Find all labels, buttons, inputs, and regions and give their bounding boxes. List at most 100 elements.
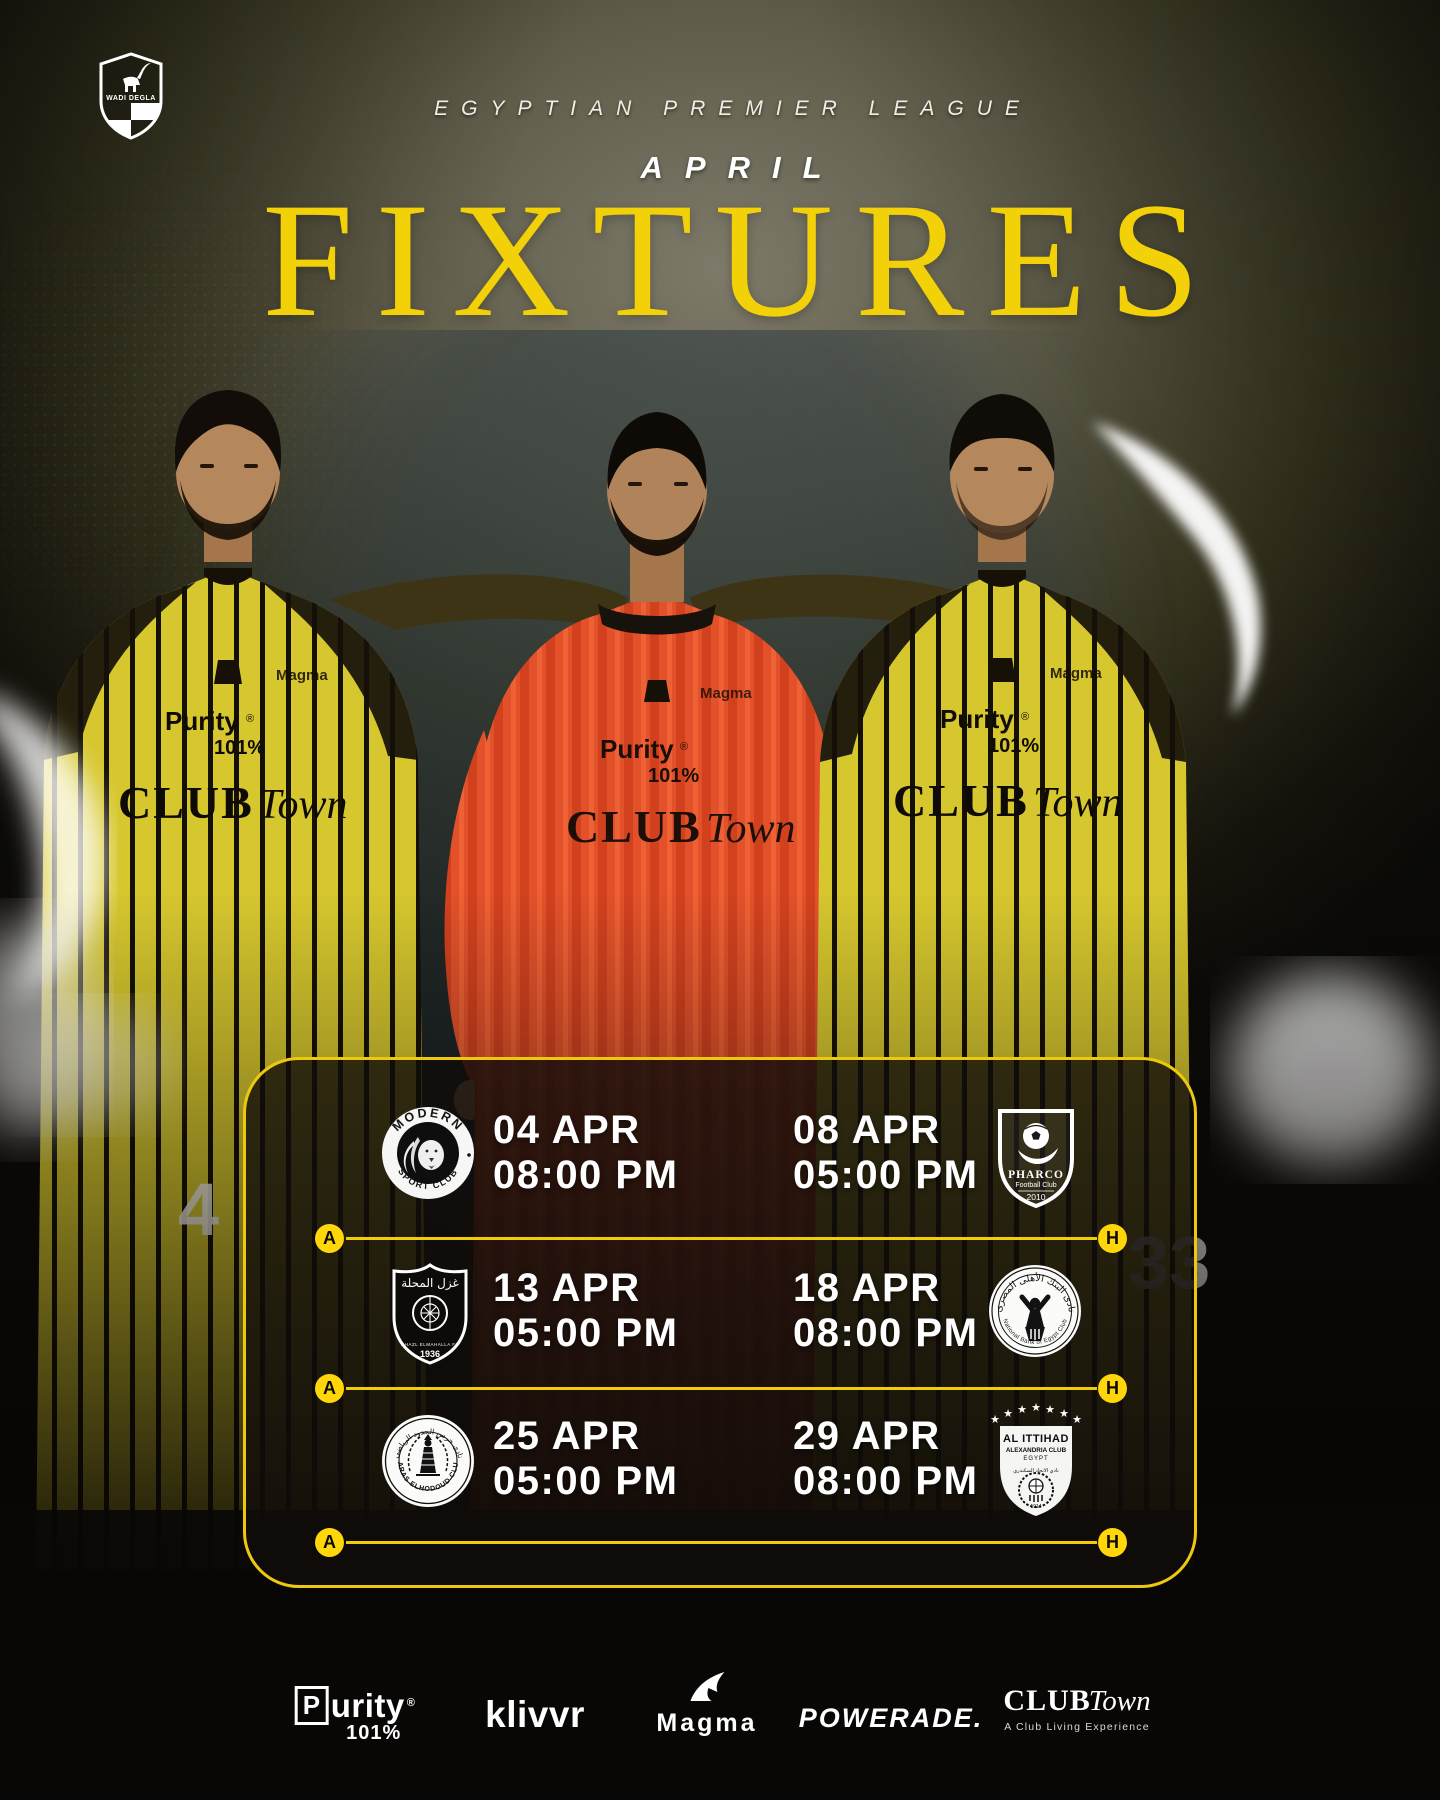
away-badge: A (315, 1224, 344, 1253)
clubtown-tagline: A Club Living Experience (1004, 1721, 1150, 1733)
page-title: FIXTURES (262, 170, 1222, 351)
fixture-2-home: 18 APR 08:00 PM (793, 1266, 978, 1356)
clubtown-script: Town (1088, 1685, 1151, 1717)
fixture-date: 08 APR (793, 1108, 941, 1152)
svg-text:®: ® (680, 741, 688, 753)
left-jersey-print: Magma Purity ® 101% CLUB Town (118, 660, 348, 828)
swoosh (1018, 1148, 1058, 1165)
magma-flame-icon (689, 1672, 724, 1701)
sponsor-clubtown: CLUBTown A Club Living Experience (1003, 1684, 1150, 1733)
national-bank-of-egypt-logo: نادى البنك الأهلى المصرى National Bank o… (989, 1265, 1081, 1357)
fixture-time: 08:00 PM (793, 1459, 979, 1503)
pharco-fc-logo: PHARCO Football Club 2010 (998, 1109, 1074, 1209)
gk-jersey-print: Magma Purity ® 101% CLUB Town (566, 680, 796, 852)
gazelle-icon (123, 63, 151, 92)
fixture-date: 13 APR (493, 1266, 641, 1310)
fixture-date: 25 APR (493, 1414, 641, 1458)
jersey-crest (214, 660, 242, 684)
divider-line (346, 1387, 1097, 1390)
fixtures-panel: MODERN SPORT CLUB 04 APR 08:00 PM 08 APR… (243, 1057, 1197, 1588)
fixture-time: 05:00 PM (493, 1459, 679, 1503)
svg-text:CLUB: CLUB (893, 775, 1029, 826)
away-badge: A (315, 1374, 344, 1403)
svg-text:CLUB: CLUB (118, 777, 254, 828)
collar (204, 568, 252, 585)
ittihad-stars: ★ ★ ★ ★ ★ ★ ★ (990, 1402, 1082, 1426)
svg-text:Town: Town (258, 782, 348, 828)
svg-text:Town: Town (1033, 780, 1123, 826)
registered-mark: ® (406, 1697, 416, 1709)
svg-text:Magma: Magma (1050, 665, 1102, 682)
svg-text:Football Club: Football Club (1015, 1182, 1056, 1189)
sponsor-magma: Magma (656, 1670, 757, 1738)
svg-text:AL ITTIHAD: AL ITTIHAD (1003, 1433, 1069, 1445)
right-jersey-print: Magma Purity ® 101% CLUB Town (893, 658, 1123, 826)
fixture-2-away: 13 APR 05:00 PM (493, 1266, 678, 1356)
svg-text:Magma: Magma (700, 685, 752, 702)
fixture-time: 05:00 PM (493, 1311, 679, 1355)
away-badge: A (315, 1528, 344, 1557)
right-player-arm (690, 574, 962, 628)
ghazl-el-mahalla-logo: غزل المحلة GHAZL ELMAHALLA FC 1936 (392, 1263, 468, 1365)
gk-collar (598, 604, 716, 635)
svg-text:★: ★ (1031, 1402, 1041, 1414)
svg-text:Purity: Purity (600, 734, 674, 764)
lion-icon (403, 1137, 444, 1173)
purity-percent: 101% (346, 1722, 402, 1744)
modern-sport-club-logo: MODERN SPORT CLUB (382, 1106, 474, 1199)
purity-wordmark: urity (330, 1687, 405, 1724)
svg-text:★: ★ (1072, 1414, 1082, 1426)
collar (978, 570, 1026, 587)
venue-divider-3: A H (246, 1528, 1194, 1557)
svg-text:1936: 1936 (420, 1349, 440, 1359)
svg-text:Purity: Purity (940, 704, 1014, 734)
svg-text:Magma: Magma (276, 667, 328, 684)
home-badge: H (1098, 1528, 1127, 1557)
venue-divider-2: A H (246, 1374, 1194, 1403)
crest-club-name: WADI DEGLA (106, 95, 156, 102)
wadi-degla-crest: WADI DEGLA (99, 52, 163, 140)
svg-text:2010: 2010 (1027, 1192, 1046, 1202)
divider-line (346, 1237, 1097, 1240)
svg-text:®: ® (1021, 711, 1029, 723)
jersey-crest (644, 680, 670, 702)
svg-text:Town: Town (706, 806, 796, 852)
haras-el-hodoud-logo: نادى حرس الحدود الرياضى HARAS ELHODOUD C… (380, 1413, 474, 1507)
sponsor-powerade: POWERADE. (798, 1703, 984, 1733)
svg-text:نادي الاتحاد السكندري: نادي الاتحاد السكندري (1013, 1468, 1058, 1474)
fixture-time: 08:00 PM (793, 1311, 979, 1355)
fixture-3-home: 29 APR 08:00 PM (793, 1414, 978, 1504)
svg-text:GHAZL ELMAHALLA FC: GHAZL ELMAHALLA FC (401, 1342, 460, 1347)
svg-text:★: ★ (1045, 1404, 1055, 1416)
svg-text:Purity: Purity (165, 706, 239, 736)
purity-p-box: P (294, 1686, 329, 1725)
lighthouse-icon (407, 1434, 449, 1476)
month-label: APRIL (640, 150, 844, 185)
svg-text:★: ★ (1003, 1408, 1013, 1420)
svg-text:EGYPT: EGYPT (1023, 1456, 1048, 1462)
svg-text:ALEXANDRIA CLUB: ALEXANDRIA CLUB (1006, 1447, 1067, 1454)
venue-divider-1: A H (246, 1224, 1194, 1253)
league-title: EGYPTIAN PREMIER LEAGUE (434, 97, 1032, 120)
magma-wordmark: Magma (656, 1709, 758, 1737)
clubtown-serif: CLUB (1003, 1684, 1091, 1717)
fixture-date: 18 APR (793, 1266, 941, 1310)
fixture-date: 29 APR (793, 1414, 941, 1458)
svg-text:★: ★ (1059, 1408, 1069, 1420)
svg-text:®: ® (246, 713, 254, 725)
svg-text:★: ★ (1017, 1404, 1027, 1416)
home-badge: H (1098, 1374, 1127, 1403)
home-badge: H (1098, 1224, 1127, 1253)
al-ittihad-alexandria-logo: ★ ★ ★ ★ ★ ★ ★ AL ITTIHAD ALEXANDRIA CLUB… (990, 1402, 1082, 1516)
fixture-time: 08:00 PM (493, 1153, 679, 1197)
divider-line (346, 1541, 1097, 1544)
nbe-figure-icon (1019, 1294, 1051, 1341)
fixture-time: 05:00 PM (793, 1153, 979, 1197)
svg-text:101%: 101% (214, 737, 265, 759)
fixture-date: 04 APR (493, 1108, 641, 1152)
svg-text:CLUB: CLUB (566, 801, 702, 852)
sponsor-klivvr: klivvr (485, 1694, 585, 1735)
svg-text:غزل المحلة: غزل المحلة (401, 1276, 459, 1291)
